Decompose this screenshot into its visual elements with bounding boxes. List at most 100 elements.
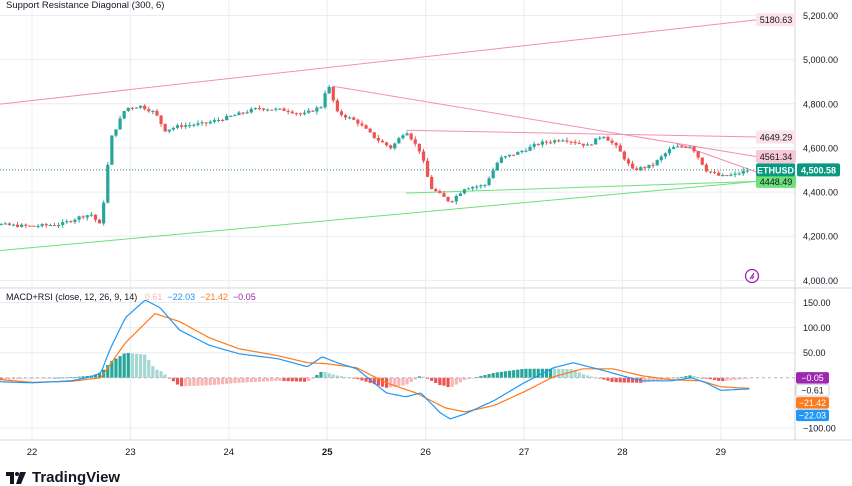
- macd-histogram-bar: [159, 371, 163, 378]
- trendline-resistance-falling[interactable]: [332, 85, 758, 158]
- trendline-resistance-descending-short[interactable]: [676, 143, 758, 173]
- candle-body: [602, 136, 606, 138]
- macd-value-label: [796, 372, 829, 384]
- candle-body: [503, 156, 508, 158]
- axes: 5,200.00 5,000.00 4,800.00 4,600.00 4,400.00…: [0, 0, 852, 458]
- candle-body: [389, 145, 393, 149]
- macd-histogram-bar: [204, 377, 208, 386]
- macd-histogram-bar: [405, 377, 409, 385]
- candle-body: [233, 115, 237, 117]
- candle-body: [598, 137, 602, 139]
- macd-histogram-bar: [11, 377, 16, 380]
- trendline-support-short[interactable]: [405, 180, 758, 194]
- price-tick-label: 4,200.00: [803, 232, 838, 242]
- candle-body: [405, 133, 409, 136]
- candle-body: [495, 162, 499, 171]
- price-label-text: 4561.34: [760, 152, 793, 162]
- candle-body: [471, 187, 475, 189]
- candle-body: [339, 111, 344, 116]
- macd-histogram-bar: [561, 368, 565, 378]
- candle-body: [651, 164, 655, 166]
- alert-icon[interactable]: [744, 268, 760, 284]
- trendline-resistance-flat[interactable]: [405, 129, 758, 138]
- candle-body: [327, 86, 331, 94]
- candle-body: [294, 113, 298, 115]
- macd-histogram-bar: [343, 376, 348, 378]
- candle-body: [553, 140, 557, 143]
- candle-body: [483, 184, 487, 186]
- candle-body: [548, 142, 553, 144]
- candle-body: [409, 133, 413, 140]
- macd-histogram-bar: [20, 377, 24, 379]
- trendlines: [0, 19, 795, 254]
- price-label-pink-light: [756, 13, 796, 27]
- candle-body: [684, 146, 688, 148]
- macd-histogram-bar: [491, 373, 495, 378]
- macd-legend-value: −22.03: [167, 292, 195, 302]
- candle-body: [3, 223, 7, 225]
- candle-body: [622, 151, 626, 160]
- candle-body: [179, 125, 184, 127]
- macd-histogram-bar: [401, 377, 405, 386]
- macd-histogram-bar: [360, 377, 364, 381]
- candle-body: [516, 152, 520, 155]
- candle-body: [335, 100, 339, 112]
- trendline-support-rising[interactable]: [0, 180, 758, 254]
- tradingview-mark-icon: [6, 471, 26, 484]
- candle-body: [93, 214, 98, 220]
- candle-body: [290, 111, 294, 114]
- macd-histogram-bar: [446, 377, 450, 387]
- candle-body: [61, 222, 65, 226]
- macd-histogram-bar: [548, 368, 553, 378]
- candle-body: [114, 129, 118, 136]
- candle-body: [134, 107, 139, 109]
- macd-histogram-bar: [466, 377, 471, 379]
- macd-histogram-bar: [413, 377, 417, 380]
- macd-histogram-bar: [327, 373, 331, 378]
- candle-body: [393, 143, 397, 149]
- candle-body: [360, 123, 364, 126]
- candle-body: [200, 122, 204, 124]
- candle-body: [159, 115, 163, 124]
- macd-histogram-bar: [356, 377, 360, 380]
- macd-histogram-bar: [364, 377, 368, 382]
- candle-body: [454, 196, 458, 202]
- candle-body: [261, 108, 266, 110]
- candle-body: [32, 225, 36, 227]
- macd-histogram-bar: [376, 377, 380, 386]
- macd-histogram-bar: [712, 377, 717, 381]
- trendline-resistance-rising[interactable]: [0, 19, 758, 108]
- macd-histogram-bar: [118, 356, 122, 378]
- macd-histogram-bar: [544, 368, 549, 378]
- candle-body: [20, 224, 24, 227]
- candle-body: [626, 159, 631, 164]
- candle-body: [270, 109, 274, 111]
- candle-body: [507, 154, 512, 157]
- candle-body: [52, 225, 57, 227]
- macd-histogram-bar: [503, 371, 508, 378]
- macd-tick-label: −100.00: [803, 423, 836, 433]
- candle-body: [524, 150, 528, 152]
- candle-body: [348, 117, 352, 119]
- macd-histogram-bar: [479, 376, 483, 378]
- macd-histogram-bar: [286, 377, 290, 382]
- candle-body: [24, 224, 28, 226]
- candle-body: [499, 157, 503, 163]
- candle-body: [561, 140, 565, 142]
- price-labels: 5180.634649.294561.344489.84448.49ETHUSD…: [756, 13, 840, 422]
- macd-histogram-bar: [32, 377, 36, 379]
- macd-histogram-bar: [302, 377, 307, 382]
- macd-histogram-bar: [606, 377, 610, 381]
- macd-histogram-bar: [114, 358, 118, 378]
- macd-histogram-bar: [184, 377, 188, 387]
- tradingview-wordmark: TradingView: [32, 469, 121, 486]
- candle-body: [725, 175, 729, 177]
- time-tick-label: 24: [224, 447, 235, 458]
- macd-histogram-bar: [175, 377, 180, 385]
- candle-body: [606, 136, 610, 141]
- price-label-text: 4,500.58: [801, 165, 836, 175]
- candle-body: [372, 132, 376, 138]
- macd-histogram-bar: [643, 377, 647, 383]
- macd-histogram-bar: [28, 377, 32, 379]
